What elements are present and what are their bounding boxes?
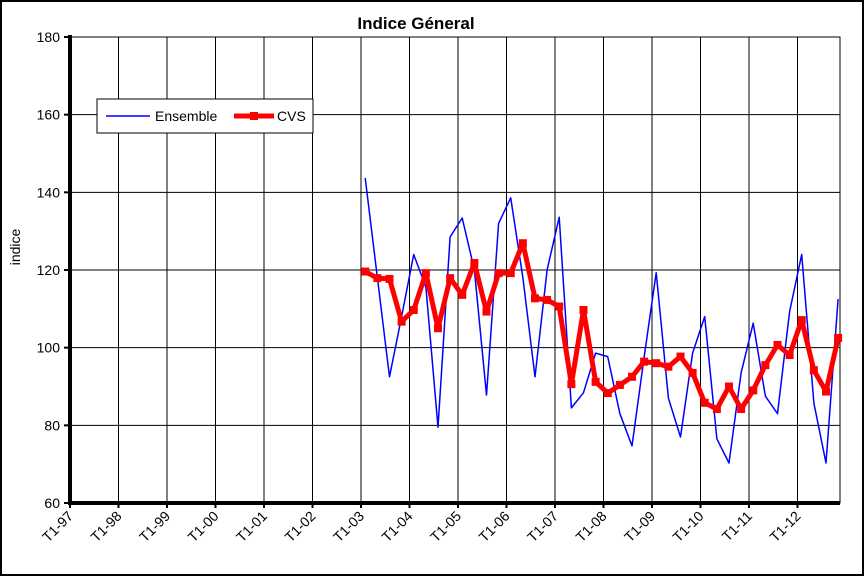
cvs-point [385,274,394,283]
cvs-point [470,259,479,268]
legend-cvs-marker [250,112,258,120]
x-tick-label: T1-01 [233,508,270,545]
y-tick-label: 60 [44,495,60,511]
x-tick-label: T1-04 [378,508,415,545]
cvs-point [773,340,782,349]
chart-title: Indice Géneral [357,14,474,33]
cvs-point [834,333,843,342]
x-tick-label: T1-00 [184,508,221,545]
cvs-point [458,290,467,299]
cvs-point [761,361,770,370]
x-tick-label: T1-07 [524,508,561,545]
cvs-point [373,274,382,283]
legend: Ensemble CVS [96,98,314,134]
x-tick-label: T1-06 [475,508,512,545]
cvs-point [797,316,806,325]
cvs-point [627,372,636,381]
x-tick-label: T1-12 [766,508,803,545]
cvs-point [482,307,491,316]
x-tick-label: T1-02 [281,508,318,545]
y-tick-label: 160 [37,107,61,123]
series-line-cvs [364,240,841,412]
cvs-point [615,380,624,389]
y-tick-label: 140 [37,184,61,200]
cvs-point [785,351,794,360]
cvs-point [543,295,552,304]
cvs-point [446,274,455,283]
x-tick-label: T1-08 [572,508,609,545]
cvs-point [567,380,576,389]
cvs-point [530,294,539,303]
cvs-point [579,305,588,314]
x-tick-label: T1-09 [621,508,658,545]
x-tick-label: T1-10 [669,508,706,545]
cvs-point [724,382,733,391]
cvs-point [688,368,697,377]
cvs-point [506,269,515,278]
cvs-point [712,405,721,414]
cvs-point [555,302,564,311]
cvs-point [664,362,673,371]
y-tick-label: 100 [37,340,61,356]
x-tick-label: T1-11 [719,508,756,545]
cvs-point [749,386,758,395]
cvs-point [361,267,370,276]
cvs-point [433,324,442,333]
series-line-ensemble [364,177,839,464]
cvs-point [603,389,612,398]
y-tick-label: 120 [37,262,61,278]
cvs-point [518,239,527,248]
cvs-point [640,357,649,366]
x-tick-label: T1-97 [39,508,76,545]
cvs-point [409,305,418,314]
cvs-point [809,366,818,375]
cvs-point [676,352,685,361]
legend-ensemble-label: Ensemble [155,108,217,124]
legend-cvs-label: CVS [277,108,306,124]
cvs-point [700,398,709,407]
x-tick-label: T1-99 [136,508,173,545]
y-tick-label: 180 [37,29,61,45]
cvs-point [737,405,746,414]
x-tick-label: T1-03 [330,508,367,545]
x-tick-label: T1-98 [87,508,124,545]
cvs-point [397,317,406,326]
cvs-point [494,269,503,278]
y-tick-label: 80 [44,417,60,433]
cvs-point [421,269,430,278]
cvs-point [821,387,830,396]
cvs-point [591,377,600,386]
x-tick-label: T1-05 [427,508,464,545]
cvs-point [652,359,661,368]
y-axis-label: indice [7,229,23,266]
